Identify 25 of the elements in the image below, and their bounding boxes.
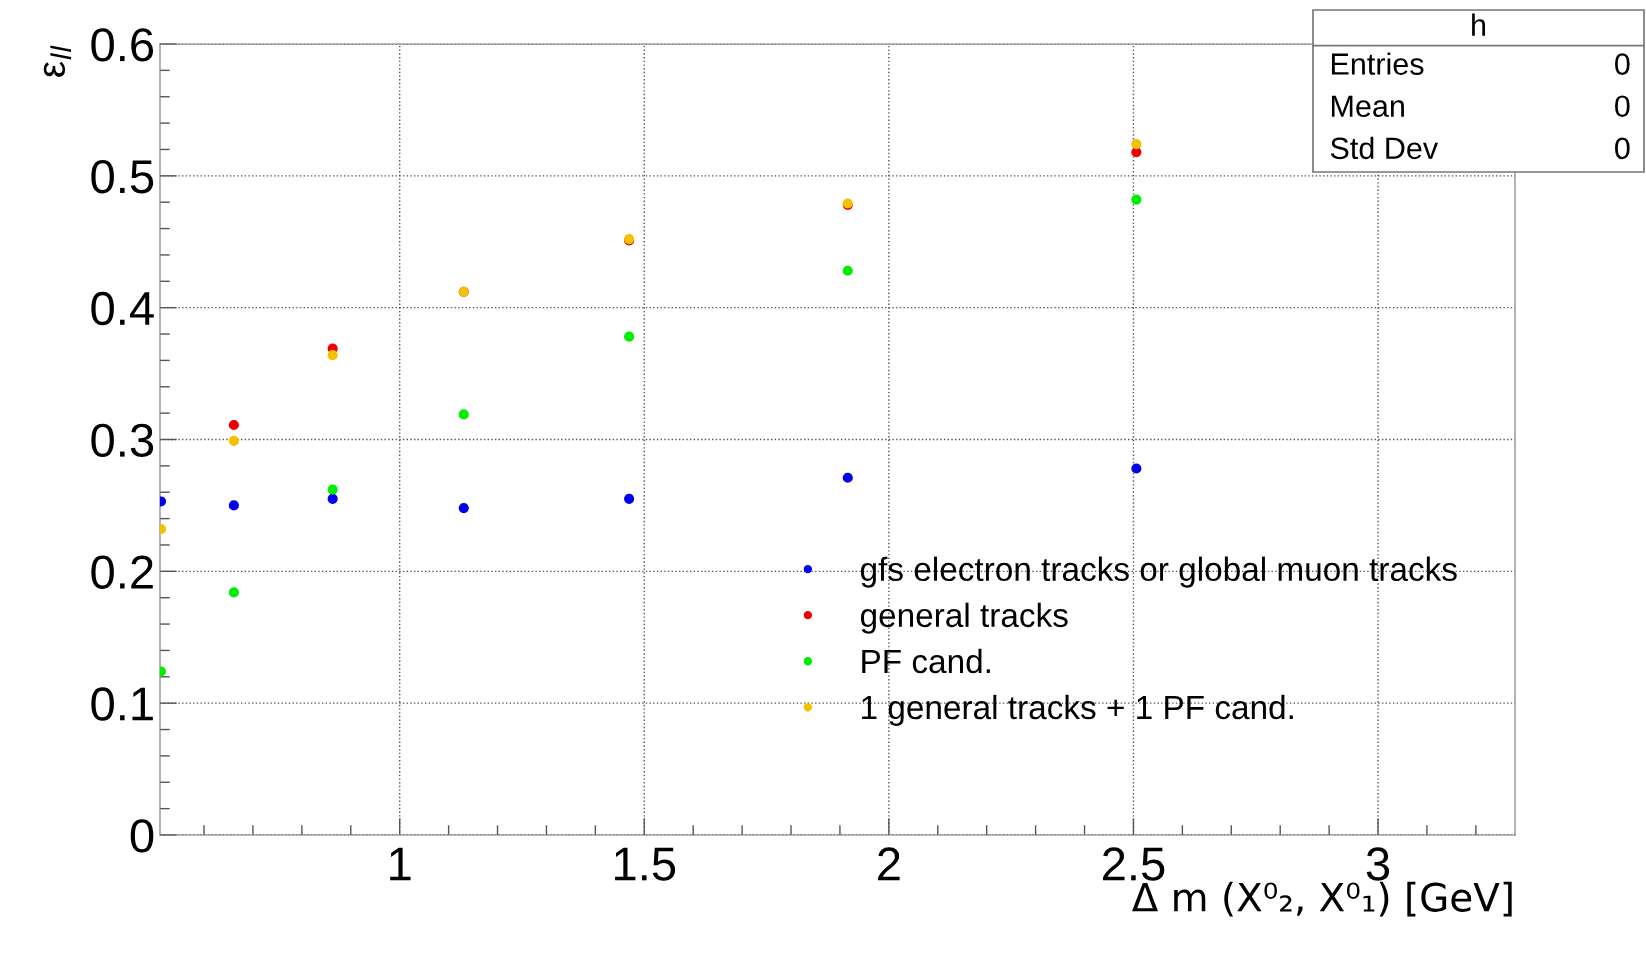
x-tick-label: 1.5 — [615, 847, 676, 881]
y-tick-label: 0.2 — [91, 555, 153, 589]
text: h — [1472, 13, 1486, 36]
y-axis-title: ε$_{ll}$ — [43, 45, 72, 77]
x-tick-label: 2.5 — [1103, 847, 1165, 881]
y-tick-label: 0 — [130, 819, 154, 853]
x-tick-label: 1 — [390, 847, 411, 881]
annotation: Std Dev — [1330, 136, 1439, 160]
x-tick-label: 3 — [1366, 847, 1390, 881]
y-tick-label: 0.6 — [91, 28, 154, 62]
text: 0 — [1615, 95, 1630, 118]
x-tick-label: 2 — [878, 847, 900, 881]
y-tick-label: 0.5 — [91, 159, 154, 194]
text: 0 — [1615, 53, 1630, 75]
legend-label: general tracks — [860, 602, 1068, 634]
y-tick-label: 0.1 — [91, 687, 153, 721]
text: 0 — [1615, 137, 1630, 160]
y-tick-label: 0.4 — [91, 291, 154, 326]
legend-label: 1 general tracks + 1 PF cand. — [862, 694, 1293, 726]
annotation: Entries — [1331, 52, 1424, 75]
legend-label: gfs electron tracks or global muon tracks — [860, 556, 1457, 588]
x-axis-title: Δ m (X⁰₂, X⁰₁) [GeV] — [1132, 881, 1512, 917]
annotation: Mean — [1331, 95, 1404, 118]
legend-label: PF cand. — [862, 648, 990, 674]
y-tick-label: 0.3 — [91, 423, 154, 458]
